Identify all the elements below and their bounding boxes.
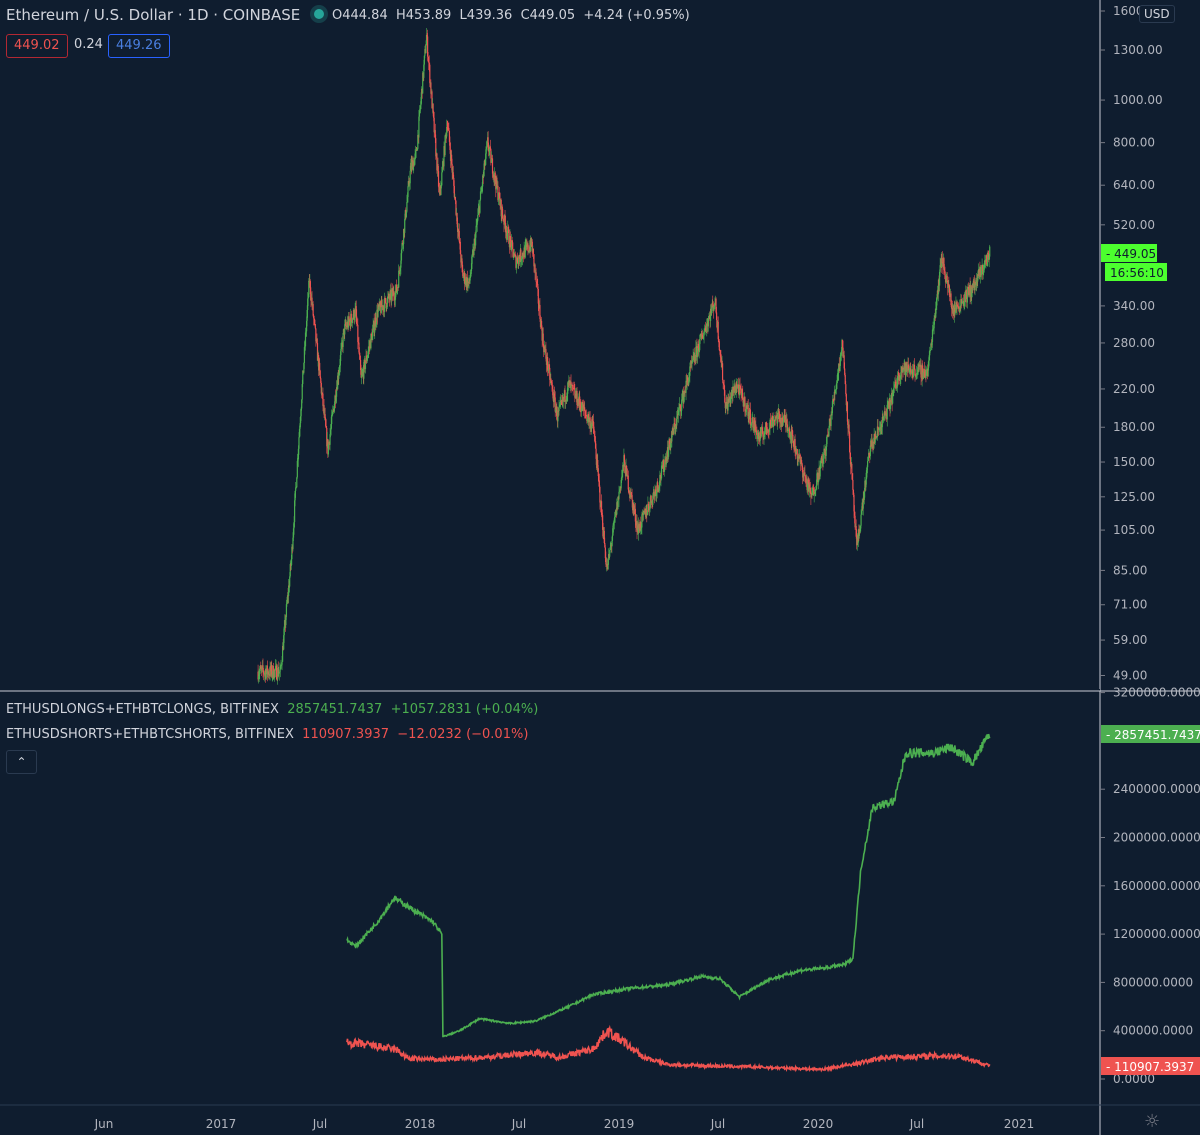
x-tick-label: Jul (511, 1117, 526, 1131)
symbol-label: Ethereum / U.S. Dollar · 1D · COINBASE (6, 6, 301, 24)
y-tick-label: 71.00 (1113, 598, 1147, 612)
y-tick-label: 1200000.0000 (1113, 927, 1200, 941)
y-tick-label: 1300.00 (1113, 43, 1163, 57)
y-tick-label: 640.00 (1113, 178, 1155, 192)
longs-value-badge-bg (1101, 725, 1200, 743)
spread-value: 0.24 (74, 37, 103, 52)
last-price-badge-bg (1101, 244, 1157, 262)
y-tick-label: 1600000.0000 (1113, 879, 1200, 893)
last-price-badge: - 449.05 (1101, 244, 1157, 262)
y-tick-label: 340.00 (1113, 299, 1155, 313)
candles (257, 27, 991, 685)
low-label: L (459, 8, 467, 23)
y-tick-label: 105.00 (1113, 523, 1155, 537)
high-value: 453.89 (405, 8, 452, 23)
y-tick-label: 125.00 (1113, 490, 1155, 504)
indicator-value: 2857451.7437 (287, 702, 383, 717)
indicator-name: ETHUSDSHORTS+ETHBTCSHORTS, BITFINEX (6, 727, 294, 742)
y-tick-label: 85.00 (1113, 563, 1147, 577)
collapse-legend-button[interactable]: ⌃ (6, 750, 37, 774)
countdown-badge-text: 16:56:10 (1110, 266, 1164, 280)
y-tick-label: 59.00 (1113, 633, 1147, 647)
close-label: C (520, 8, 530, 23)
longs-value-badge-text: - 2857451.7437 (1106, 728, 1200, 742)
shorts-value-badge-text: - 110907.3937 (1106, 1060, 1194, 1074)
shorts-value-badge: - 110907.3937 (1101, 1057, 1200, 1075)
low-value: 439.36 (466, 8, 513, 23)
indicator-change: −12.0232 (−0.01%) (397, 727, 529, 742)
pane-gap (0, 689, 1100, 691)
y-tick-label: 180.00 (1113, 420, 1155, 434)
gear-icon[interactable]: ☼ (1144, 1111, 1161, 1132)
y-tick-label: 0.0000 (1113, 1072, 1155, 1086)
y-tick-label: 1600 (1113, 4, 1144, 18)
y-tick-label: 800000.0000 (1113, 975, 1193, 989)
change-value: +4.24 (+0.95%) (583, 8, 690, 23)
y-tick-label: 3200000.0000 (1113, 686, 1200, 700)
y-tick-label: 1000.00 (1113, 93, 1163, 107)
market-status-icon (314, 9, 325, 19)
y-tick-label: 280.00 (1113, 336, 1155, 350)
x-tick-label: 2018 (405, 1117, 436, 1131)
y-tick-label: 800.00 (1113, 136, 1155, 150)
currency-button[interactable]: USD (1139, 5, 1175, 23)
y-tick-label: 220.00 (1113, 382, 1155, 396)
series-line-longs (346, 733, 991, 1038)
ohlc-values: O444.84 H453.89 L439.36 C449.05 +4.24 (+… (332, 8, 690, 23)
open-label: O (332, 8, 343, 23)
countdown-badge-bg (1105, 263, 1167, 281)
x-tick-label: 2020 (803, 1117, 834, 1131)
indicator-change: +1057.2831 (+0.04%) (390, 702, 539, 717)
y-tick-label: 520.00 (1113, 218, 1155, 232)
y-tick-label: 150.00 (1113, 455, 1155, 469)
y-tick-label: 49.00 (1113, 668, 1147, 682)
buy-price-button[interactable]: 449.26 (108, 34, 170, 58)
x-tick-label: Jul (710, 1117, 725, 1131)
x-tick-label: Jul (909, 1117, 924, 1131)
sell-price-button[interactable]: 449.02 (6, 34, 68, 58)
indicator-name: ETHUSDLONGS+ETHBTCLONGS, BITFINEX (6, 702, 279, 717)
high-label: H (396, 8, 406, 23)
indicator-legend-longs[interactable]: ETHUSDLONGS+ETHBTCLONGS, BITFINEX 285745… (6, 702, 538, 717)
countdown-badge: 16:56:10 (1105, 263, 1167, 281)
x-tick-label: Jul (312, 1117, 327, 1131)
symbol-title: Ethereum / U.S. Dollar · 1D · COINBASE (6, 6, 338, 24)
x-tick-label: Jun (94, 1117, 114, 1131)
x-tick-label: 2019 (604, 1117, 635, 1131)
x-tick-label: 2017 (206, 1117, 237, 1131)
shorts-value-badge-bg (1101, 1057, 1200, 1075)
x-tick-label: 2021 (1004, 1117, 1035, 1131)
y-tick-label: 2000000.0000 (1113, 831, 1200, 845)
y-tick-label: 400000.0000 (1113, 1024, 1193, 1038)
y-tick-label: 2400000.0000 (1113, 782, 1200, 796)
close-value: 449.05 (529, 8, 576, 23)
chevron-up-icon: ⌃ (16, 755, 27, 769)
open-value: 444.84 (342, 8, 388, 23)
series-line-shorts (346, 1024, 991, 1073)
indicator-value: 110907.3937 (302, 727, 390, 742)
longs-value-badge: - 2857451.7437 (1101, 725, 1200, 743)
indicator-legend-shorts[interactable]: ETHUSDSHORTS+ETHBTCSHORTS, BITFINEX 1109… (6, 727, 528, 742)
last-price-badge-text: - 449.05 (1106, 247, 1156, 261)
